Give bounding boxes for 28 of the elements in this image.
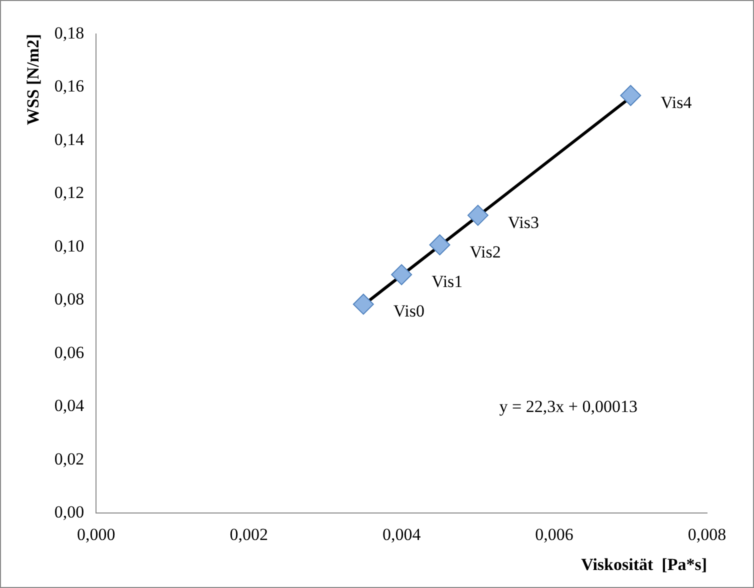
- y-tick-label: 0,10: [54, 236, 84, 256]
- y-tick-label: 0,04: [54, 396, 85, 416]
- y-axis-title: WSS [N/m2]: [24, 34, 43, 126]
- point: [467, 204, 488, 226]
- annotation: Vis3: [508, 212, 540, 232]
- y-tick-label: 0,16: [54, 76, 84, 96]
- x-tick-label: 0,000: [77, 524, 116, 544]
- point: [391, 264, 412, 286]
- point: [429, 234, 450, 256]
- x-axis-title: Viskosität [Pa*s]: [581, 555, 707, 574]
- annotation: y = 22,3x + 0,00013: [499, 397, 638, 416]
- y-tick-label: 0,18: [54, 23, 84, 42]
- annotation: Vis4: [660, 92, 692, 112]
- x-tick-label: 0,006: [535, 524, 574, 544]
- annotation: Vis2: [470, 242, 501, 262]
- y-tick-label: 0,14: [54, 130, 85, 149]
- x-tick-label: 0,004: [382, 524, 422, 544]
- y-tick-label: 0,08: [54, 290, 84, 309]
- point: [352, 294, 374, 315]
- y-tick-label: 0,02: [54, 449, 84, 468]
- x-tick-label: 0,002: [230, 524, 268, 544]
- annotation: Vis1: [432, 272, 463, 292]
- y-tick-label: 0,00: [54, 502, 84, 522]
- annotation: Vis0: [393, 302, 425, 321]
- x-tick-label: 0,008: [688, 524, 726, 544]
- y-tick-label: 0,12: [54, 183, 84, 202]
- y-tick-label: 0,06: [54, 342, 84, 362]
- point: [620, 85, 642, 106]
